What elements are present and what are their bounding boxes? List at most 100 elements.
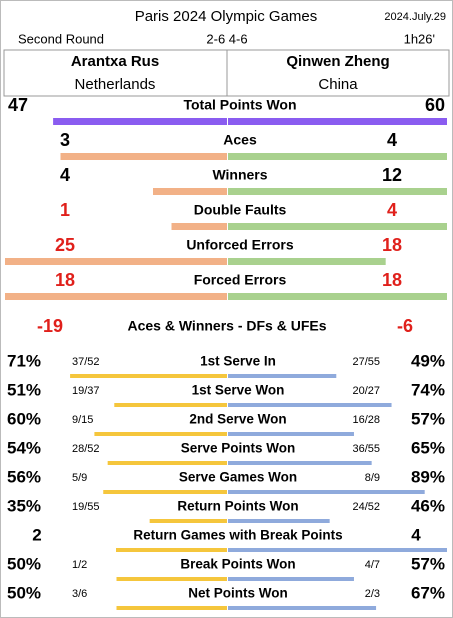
player-name: Qinwen Zheng xyxy=(286,53,389,70)
right-detail: 2/3 xyxy=(365,588,380,600)
stat-label: Serve Games Won xyxy=(179,470,297,485)
right-value: 12 xyxy=(382,165,402,185)
stat-label: Unforced Errors xyxy=(186,237,294,253)
right-bar xyxy=(228,461,372,465)
right-bar xyxy=(228,606,377,610)
summary-label: Aces & Winners - DFs & UFEs xyxy=(127,318,326,334)
left-value: 2 xyxy=(32,525,41,544)
left-detail: 3/6 xyxy=(72,588,87,600)
right-value: 49% xyxy=(411,351,445,370)
left-detail: 37/52 xyxy=(72,356,100,368)
right-bar xyxy=(228,188,447,195)
left-value: 4 xyxy=(60,165,70,185)
left-bar xyxy=(53,118,227,125)
stat-label: Return Points Won xyxy=(177,499,298,514)
left-detail: 1/2 xyxy=(72,559,87,571)
stat-label: 1st Serve Won xyxy=(192,383,285,398)
left-value: 51% xyxy=(7,380,41,399)
left-bar xyxy=(94,432,228,436)
right-detail: 27/55 xyxy=(352,356,380,368)
stat-label: 1st Serve In xyxy=(200,354,276,369)
player-country: China xyxy=(318,76,358,93)
stat-label: Net Points Won xyxy=(188,586,288,601)
left-bar xyxy=(107,461,227,465)
right-bar xyxy=(228,519,330,523)
left-bar xyxy=(114,403,227,407)
right-bar xyxy=(228,374,337,378)
player-name: Arantxa Rus xyxy=(71,53,159,70)
right-value: 4 xyxy=(411,525,421,544)
left-value: 25 xyxy=(55,235,75,255)
right-bar xyxy=(228,490,425,494)
right-value: 89% xyxy=(411,467,445,486)
left-bar xyxy=(60,153,227,160)
stat-label: Winners xyxy=(212,167,267,183)
right-value: 74% xyxy=(411,380,445,399)
right-value: 18 xyxy=(382,270,402,290)
left-value: 47 xyxy=(8,95,28,115)
right-bar xyxy=(228,153,447,160)
right-value: 18 xyxy=(382,235,402,255)
stat-label: Serve Points Won xyxy=(181,441,296,456)
right-value: 4 xyxy=(387,130,397,150)
left-value: 18 xyxy=(55,270,75,290)
right-bar xyxy=(228,293,447,300)
left-bar xyxy=(103,490,227,494)
right-detail: 16/28 xyxy=(352,414,380,426)
left-detail: 19/55 xyxy=(72,501,100,513)
left-bar xyxy=(70,374,227,378)
stat-label: Aces xyxy=(223,132,257,148)
left-bar xyxy=(5,293,227,300)
stat-label: Forced Errors xyxy=(194,272,287,288)
left-bar xyxy=(116,548,227,552)
right-detail: 20/27 xyxy=(352,385,380,397)
right-bar xyxy=(228,118,447,125)
summary-left: -19 xyxy=(37,316,63,336)
left-value: 50% xyxy=(7,554,41,573)
left-value: 3 xyxy=(60,130,70,150)
left-value: 60% xyxy=(7,409,41,428)
stat-label: Total Points Won xyxy=(183,97,296,113)
round: Second Round xyxy=(18,31,104,46)
left-bar xyxy=(116,577,227,581)
right-bar xyxy=(228,223,447,230)
event-title: Paris 2024 Olympic Games xyxy=(135,8,318,25)
match-date: 2024.July.29 xyxy=(384,11,446,23)
left-value: 54% xyxy=(7,438,41,457)
left-bar xyxy=(5,258,227,265)
right-detail: 24/52 xyxy=(352,501,380,513)
left-detail: 28/52 xyxy=(72,443,100,455)
right-value: 67% xyxy=(411,583,445,602)
right-detail: 8/9 xyxy=(365,472,380,484)
stat-label: Break Points Won xyxy=(180,557,295,572)
left-value: 71% xyxy=(7,351,41,370)
right-value: 57% xyxy=(411,409,445,428)
right-value: 65% xyxy=(411,438,445,457)
left-value: 1 xyxy=(60,200,70,220)
stat-label: Double Faults xyxy=(194,202,287,218)
left-bar xyxy=(153,188,227,195)
stat-label: Return Games with Break Points xyxy=(133,528,342,543)
stat-label: 2nd Serve Won xyxy=(189,412,286,427)
left-value: 35% xyxy=(7,496,41,515)
left-value: 50% xyxy=(7,583,41,602)
right-bar xyxy=(228,548,447,552)
right-value: 57% xyxy=(411,554,445,573)
right-value: 4 xyxy=(387,200,397,220)
right-value: 60 xyxy=(425,95,445,115)
summary-right: -6 xyxy=(397,316,413,336)
left-detail: 5/9 xyxy=(72,472,87,484)
left-bar xyxy=(149,519,227,523)
left-detail: 19/37 xyxy=(72,385,100,397)
duration: 1h26' xyxy=(404,31,435,46)
right-bar xyxy=(228,432,354,436)
left-detail: 9/15 xyxy=(72,414,93,426)
score: 2-6 4-6 xyxy=(206,31,247,46)
right-value: 46% xyxy=(411,496,445,515)
left-value: 56% xyxy=(7,467,41,486)
player-country: Netherlands xyxy=(75,76,156,93)
left-bar xyxy=(116,606,227,610)
right-detail: 36/55 xyxy=(352,443,380,455)
